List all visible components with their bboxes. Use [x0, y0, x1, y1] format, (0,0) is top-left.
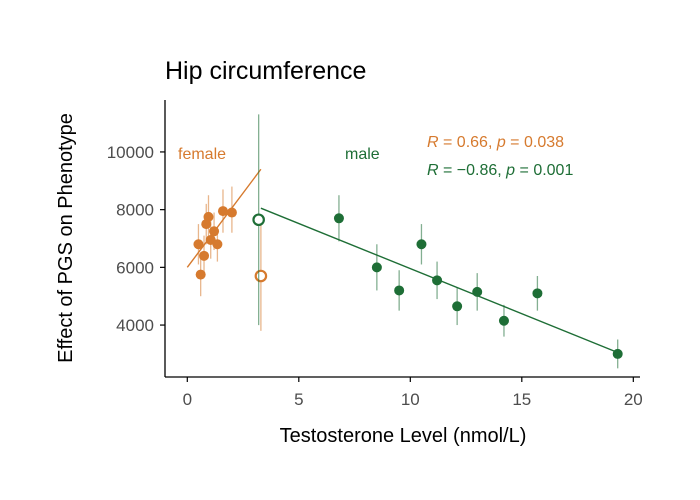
x-ticks: 0 5 10 15 20 — [183, 377, 643, 409]
female-data-point — [193, 239, 204, 250]
male-data-point — [432, 275, 443, 286]
male-data-point — [498, 315, 509, 326]
x-tick-label: 15 — [512, 390, 531, 409]
x-axis-title: Testosterone Level (nmol/L) — [280, 425, 527, 447]
male-data-point — [333, 213, 344, 224]
male-data-point — [472, 286, 483, 297]
y-axis-title: Effect of PGS on Phenotype — [55, 113, 77, 363]
male-data-point — [452, 301, 463, 312]
female-regression-line — [186, 168, 262, 268]
male-data-point — [394, 285, 405, 296]
female-data-point — [209, 226, 220, 237]
y-tick-label: 4000 — [116, 316, 154, 335]
male-data-point — [532, 288, 543, 299]
y-ticks: 4000 6000 8000 10000 — [107, 143, 165, 335]
x-tick-label: 10 — [401, 390, 420, 409]
x-tick-label: 20 — [624, 390, 643, 409]
male-outlier-point — [252, 213, 265, 227]
chart-title: Hip circumference — [165, 57, 366, 85]
female-data-point — [195, 269, 206, 280]
female-data-point — [226, 207, 237, 218]
male-data-point — [416, 239, 427, 250]
y-tick-label: 10000 — [107, 143, 154, 162]
y-tick-label: 6000 — [116, 258, 154, 277]
male-stat-label: R = −0.86, p = 0.001 — [427, 162, 573, 179]
x-tick-label: 5 — [294, 390, 303, 409]
female-data-point — [217, 206, 228, 217]
plot-area — [186, 114, 623, 369]
x-tick-label: 0 — [183, 390, 192, 409]
female-data-point — [199, 250, 210, 261]
female-data-point — [212, 239, 223, 250]
female-data-point — [203, 211, 214, 222]
male-data-point — [612, 348, 623, 359]
male-data-point — [371, 262, 382, 273]
female-outlier-point — [254, 269, 268, 283]
male-label: male — [345, 146, 380, 163]
female-label: female — [178, 146, 226, 163]
y-tick-label: 8000 — [116, 201, 154, 220]
female-stat-label: R = 0.66, p = 0.038 — [427, 134, 564, 151]
